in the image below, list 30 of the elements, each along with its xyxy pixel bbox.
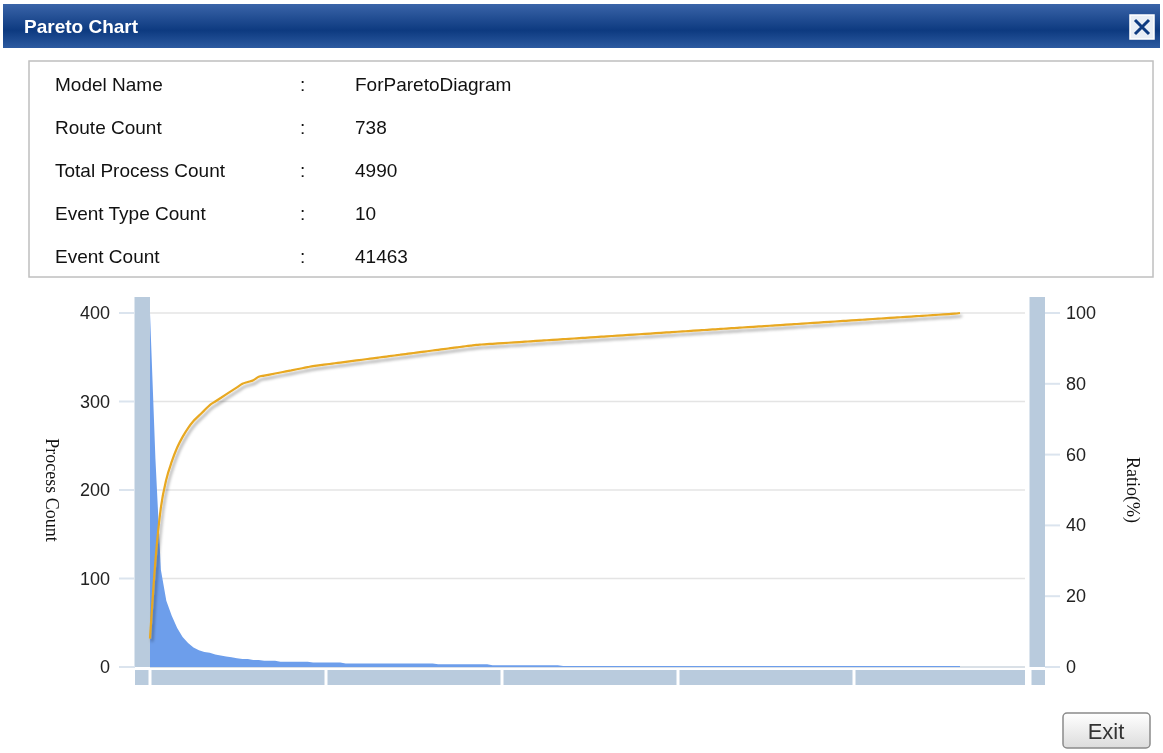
y2-tick-label: 100: [1066, 303, 1097, 323]
chart-title: Pareto Chart: [24, 16, 139, 37]
y2-tick-label: 0: [1066, 657, 1077, 677]
y-tick-label: 400: [79, 303, 110, 323]
y-tick-label: 200: [79, 480, 110, 500]
y2-axis-title: Ratio(%): [1122, 457, 1143, 523]
text: :: [300, 117, 306, 138]
text: :: [300, 246, 306, 267]
text: Exit: [1087, 719, 1125, 744]
text: :: [300, 74, 306, 95]
y2-tick-label: 60: [1066, 444, 1087, 465]
text: 4990: [355, 160, 398, 181]
text: Route Count: [55, 117, 163, 138]
text: :: [300, 203, 306, 224]
y2-tick-label: 80: [1066, 373, 1087, 394]
y-tick-label: 300: [79, 391, 110, 412]
y-tick-label: 100: [79, 568, 110, 589]
text: Event Count: [55, 246, 161, 267]
text: Event Type Count: [55, 203, 207, 224]
y2-tick-label: 20: [1066, 586, 1087, 607]
text: 41463: [355, 246, 408, 267]
text: Total Process Count: [55, 160, 226, 181]
text: 10: [355, 203, 377, 224]
text: 738: [355, 117, 387, 138]
y2-tick-label: 40: [1066, 515, 1087, 536]
text: Model Name: [55, 74, 163, 95]
y-tick-label: 0: [99, 657, 110, 677]
text: ForParetoDiagram: [355, 74, 512, 95]
y-axis-title: Process Count: [42, 438, 62, 542]
text: :: [300, 160, 306, 181]
